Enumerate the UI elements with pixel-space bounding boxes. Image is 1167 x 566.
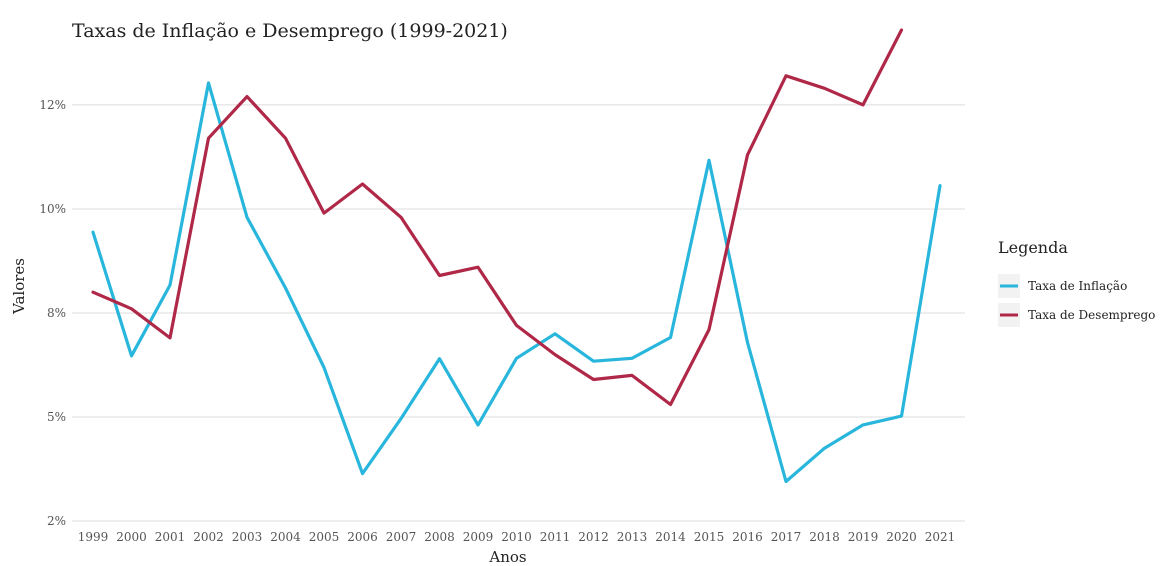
x-tick-label: 2015 <box>694 530 725 544</box>
x-tick-label: 2014 <box>655 530 686 544</box>
x-tick-label: 2018 <box>809 530 840 544</box>
x-tick-label: 2010 <box>501 530 532 544</box>
grid-lines <box>72 104 965 522</box>
x-tick-label: 2008 <box>424 530 455 544</box>
y-tick-label: 12% <box>39 98 66 112</box>
y-tick-label: 10% <box>39 202 66 216</box>
y-axis-ticks: 2% 5% 8% 10% 12% <box>39 98 66 528</box>
chart-title: Taxas de Inflação e Desemprego (1999-202… <box>72 20 508 42</box>
series-line <box>91 28 904 407</box>
x-tick-label: 2016 <box>732 530 763 544</box>
x-tick-label: 2009 <box>463 530 494 544</box>
series-lines <box>91 28 942 484</box>
x-axis-label: Anos <box>488 548 526 566</box>
legend: Legenda Taxa de Inflação Taxa de Desempre… <box>998 238 1155 327</box>
legend-entry-label: Taxa de Desemprego <box>1028 308 1155 322</box>
x-tick-label: 2013 <box>617 530 648 544</box>
series-line <box>91 81 942 484</box>
x-axis-ticks: 1999 2000 2001 2002 2003 2004 2005 2006 2007 2008… <box>78 530 956 544</box>
y-tick-label: 8% <box>47 306 66 320</box>
x-tick-label: 2003 <box>232 530 263 544</box>
y-axis-label: Valores <box>10 258 28 315</box>
x-tick-label: 2005 <box>309 530 340 544</box>
legend-entry-label: Taxa de Inflação <box>1028 279 1127 293</box>
x-tick-label: 2017 <box>771 530 802 544</box>
y-tick-label: 2% <box>47 514 66 528</box>
x-tick-label: 2006 <box>347 530 378 544</box>
x-tick-label: 2012 <box>578 530 609 544</box>
x-tick-label: 2011 <box>540 530 571 544</box>
x-tick-label: 2001 <box>155 530 186 544</box>
x-tick-label: 2002 <box>193 530 224 544</box>
x-tick-label: 1999 <box>78 530 109 544</box>
x-tick-label: 2000 <box>116 530 147 544</box>
legend-title: Legenda <box>998 238 1068 257</box>
x-tick-label: 2007 <box>386 530 417 544</box>
x-tick-label: 2020 <box>886 530 917 544</box>
x-tick-label: 2019 <box>848 530 879 544</box>
x-tick-label: 2021 <box>925 530 956 544</box>
x-tick-label: 2004 <box>270 530 301 544</box>
y-tick-label: 5% <box>47 410 66 424</box>
